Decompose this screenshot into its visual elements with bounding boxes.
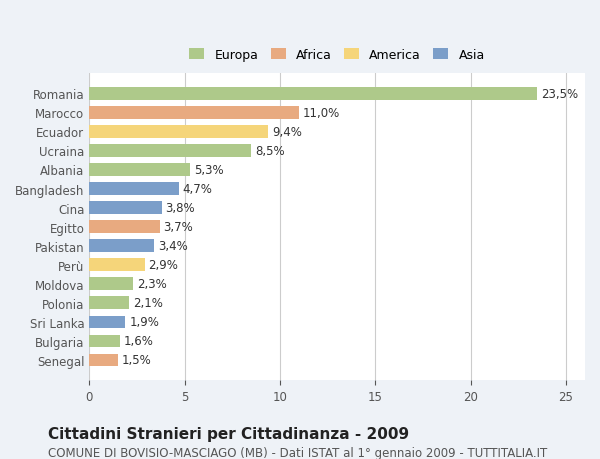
Text: 23,5%: 23,5% — [541, 88, 578, 101]
Text: 11,0%: 11,0% — [303, 106, 340, 120]
Bar — [89, 316, 125, 328]
Bar — [89, 183, 179, 195]
Text: 5,3%: 5,3% — [194, 163, 224, 177]
Text: 1,9%: 1,9% — [129, 315, 159, 329]
Bar — [89, 278, 133, 290]
Bar — [89, 354, 118, 366]
Bar — [89, 297, 129, 309]
Text: 8,5%: 8,5% — [255, 145, 285, 157]
Bar — [89, 126, 268, 138]
Text: 2,3%: 2,3% — [137, 278, 167, 291]
Text: 4,7%: 4,7% — [182, 183, 212, 196]
Bar — [89, 221, 160, 233]
Text: 2,9%: 2,9% — [148, 258, 178, 272]
Text: 3,7%: 3,7% — [164, 221, 193, 234]
Text: 1,5%: 1,5% — [122, 353, 151, 366]
Text: 1,6%: 1,6% — [124, 335, 154, 347]
Text: 3,8%: 3,8% — [166, 202, 195, 214]
Bar — [89, 240, 154, 252]
Text: Cittadini Stranieri per Cittadinanza - 2009: Cittadini Stranieri per Cittadinanza - 2… — [48, 425, 409, 441]
Bar — [89, 259, 145, 271]
Bar — [89, 164, 190, 176]
Bar — [89, 107, 299, 119]
Text: COMUNE DI BOVISIO-MASCIAGO (MB) - Dati ISTAT al 1° gennaio 2009 - TUTTITALIA.IT: COMUNE DI BOVISIO-MASCIAGO (MB) - Dati I… — [48, 446, 547, 459]
Bar — [89, 335, 120, 347]
Text: 2,1%: 2,1% — [133, 297, 163, 309]
Bar — [89, 145, 251, 157]
Bar — [89, 88, 538, 101]
Legend: Europa, Africa, America, Asia: Europa, Africa, America, Asia — [184, 44, 490, 67]
Bar — [89, 202, 161, 214]
Text: 3,4%: 3,4% — [158, 240, 188, 252]
Text: 9,4%: 9,4% — [272, 126, 302, 139]
